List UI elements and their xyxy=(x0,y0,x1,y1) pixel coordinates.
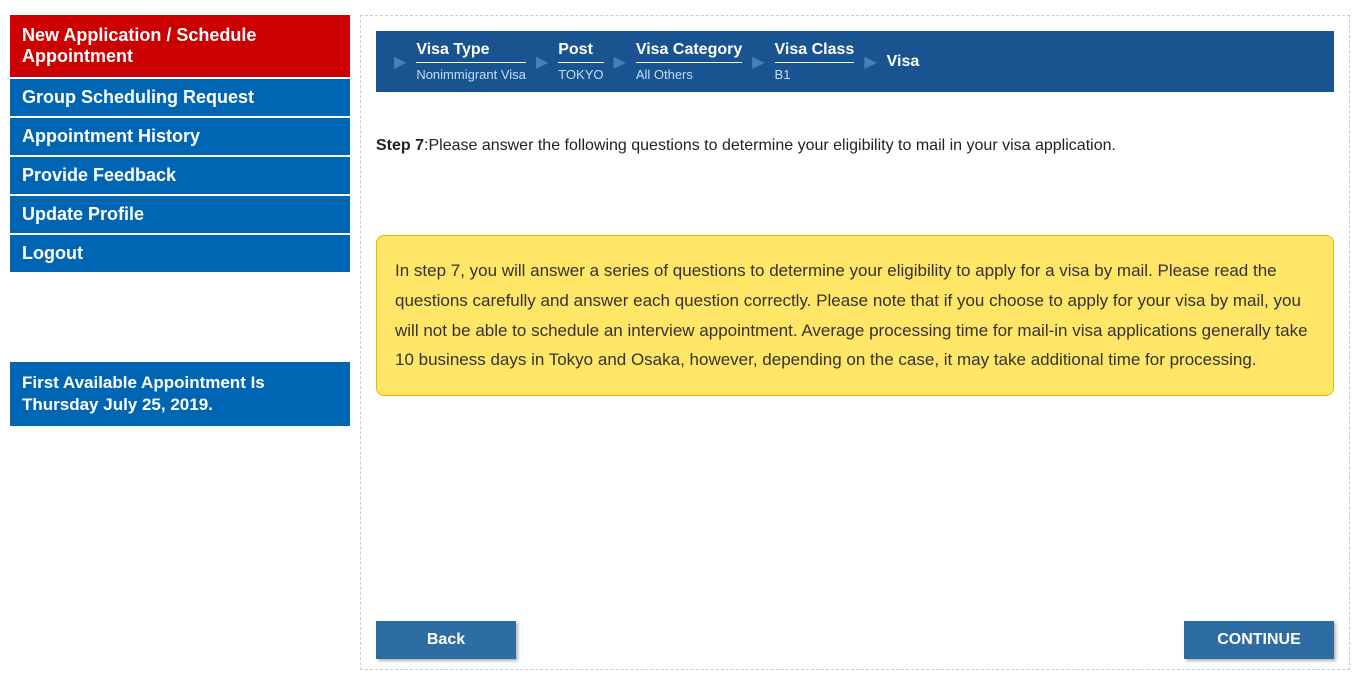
back-button[interactable]: Back xyxy=(376,621,516,659)
breadcrumb-value: All Others xyxy=(636,67,742,82)
chevron-right-icon: ▶ xyxy=(864,52,876,72)
breadcrumb-label: Visa xyxy=(887,53,920,71)
breadcrumb-value: TOKYO xyxy=(558,67,603,82)
sidebar-item-provide-feedback[interactable]: Provide Feedback xyxy=(10,157,350,196)
step-label: Step 7 xyxy=(376,137,424,154)
info-box: In step 7, you will answer a series of q… xyxy=(376,235,1334,396)
breadcrumb-item-visa-category[interactable]: ▶ Visa Category All Others xyxy=(604,41,743,82)
appointment-info-box: First Available Appointment Is Thursday … xyxy=(10,362,350,426)
step-instruction: Step 7:Please answer the following quest… xyxy=(376,137,1334,155)
breadcrumb-label: Post xyxy=(558,41,603,63)
step-description: :Please answer the following questions t… xyxy=(424,137,1116,154)
breadcrumb-item-visa[interactable]: ▶ Visa xyxy=(854,52,919,72)
sidebar-item-appointment-history[interactable]: Appointment History xyxy=(10,118,350,157)
sidebar-item-new-application[interactable]: New Application / Schedule Appointment xyxy=(10,15,350,79)
breadcrumb-label: Visa Category xyxy=(636,41,742,63)
breadcrumb-item-post[interactable]: ▶ Post TOKYO xyxy=(526,41,604,82)
breadcrumb-value: B1 xyxy=(775,67,855,82)
continue-button[interactable]: CONTINUE xyxy=(1184,621,1334,659)
sidebar-item-update-profile[interactable]: Update Profile xyxy=(10,196,350,235)
chevron-right-icon: ▶ xyxy=(394,52,406,72)
sidebar-item-logout[interactable]: Logout xyxy=(10,235,350,274)
sidebar-item-group-scheduling[interactable]: Group Scheduling Request xyxy=(10,79,350,118)
sidebar: New Application / Schedule Appointment G… xyxy=(10,15,360,670)
breadcrumb-item-visa-type[interactable]: ▶ Visa Type Nonimmigrant Visa xyxy=(384,41,526,82)
main-content: ▶ Visa Type Nonimmigrant Visa ▶ Post TOK… xyxy=(360,15,1350,670)
breadcrumb-label: Visa Type xyxy=(416,41,526,63)
chevron-right-icon: ▶ xyxy=(536,52,548,72)
button-row: Back CONTINUE xyxy=(376,621,1334,659)
breadcrumb-value: Nonimmigrant Visa xyxy=(416,67,526,82)
breadcrumb-label: Visa Class xyxy=(775,41,855,63)
breadcrumb: ▶ Visa Type Nonimmigrant Visa ▶ Post TOK… xyxy=(376,31,1334,92)
chevron-right-icon: ▶ xyxy=(614,52,626,72)
chevron-right-icon: ▶ xyxy=(752,52,764,72)
breadcrumb-item-visa-class[interactable]: ▶ Visa Class B1 xyxy=(742,41,854,82)
